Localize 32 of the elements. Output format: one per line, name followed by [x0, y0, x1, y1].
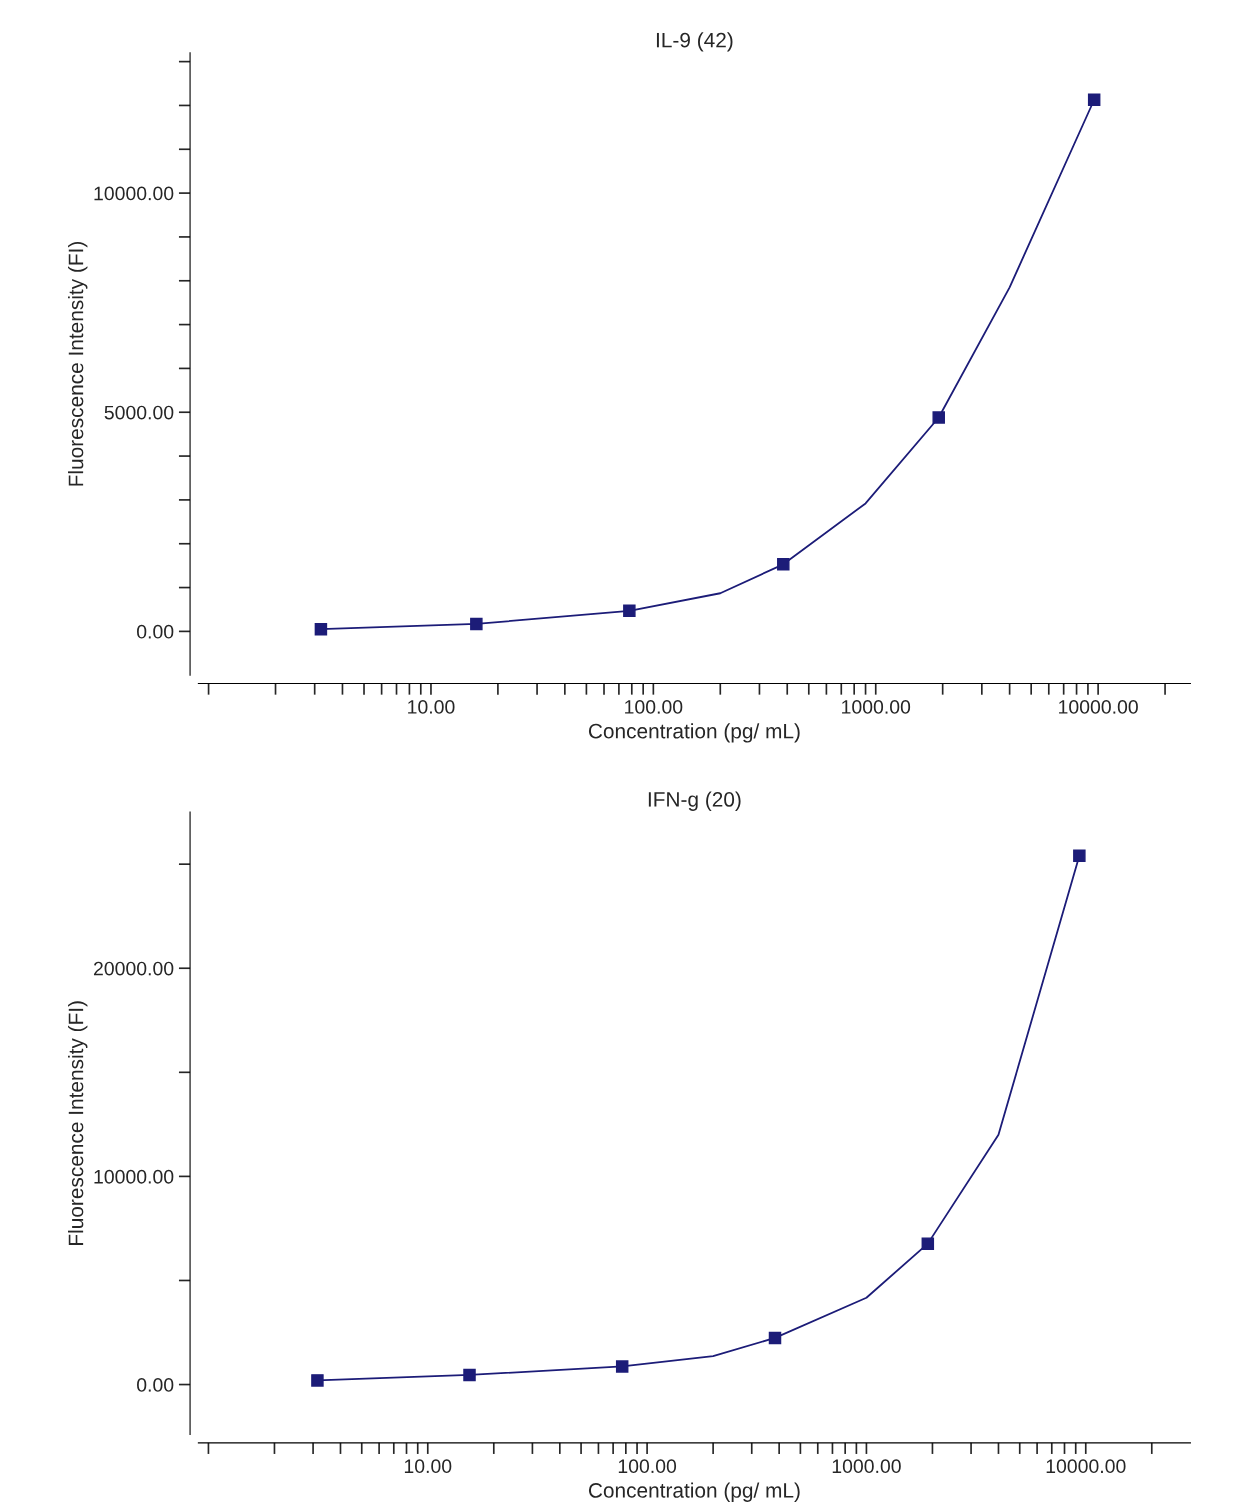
point — [1073, 849, 1086, 863]
y-tick-label: 10000.00 — [94, 186, 174, 201]
x-tick-label: 10.00 — [408, 700, 455, 714]
point — [932, 411, 945, 424]
chart-title: IFN-g (20) — [648, 791, 741, 811]
y-axis-title: Fluorescence Intensity (FI) — [68, 1001, 88, 1245]
point — [311, 1374, 324, 1387]
x-tick-label: 100.00 — [625, 700, 683, 714]
x-axis-title: Concentration (pg/ mL) — [588, 1482, 800, 1502]
y-tick-label: 5000.00 — [104, 405, 174, 420]
point — [921, 1237, 935, 1250]
point — [768, 1331, 782, 1345]
y-axis-title: Fluorescence Intensity (FI) — [68, 242, 88, 486]
x-tick-label: 10000.00 — [1059, 700, 1138, 714]
chart-title: IL-9 (42) — [656, 32, 733, 52]
y-tick-label: 20000.00 — [93, 961, 174, 976]
x-tick-label: 10.00 — [404, 1459, 452, 1474]
y-tick-label: 10000.00 — [94, 1169, 174, 1184]
x-tick-label: 10000.00 — [1046, 1459, 1126, 1474]
point — [777, 558, 790, 571]
y-tick-label: 0.00 — [137, 1378, 174, 1392]
x-tick-label: 1000.00 — [842, 700, 911, 714]
x-axis-title: Concentration (pg/ mL) — [588, 723, 800, 743]
y-tick-label: 0.00 — [137, 624, 174, 639]
x-tick-label: 100.00 — [618, 1459, 677, 1474]
point — [463, 1368, 476, 1382]
point — [314, 622, 328, 636]
point — [623, 604, 636, 618]
point — [470, 617, 483, 631]
x-tick-label: 1000.00 — [832, 1459, 901, 1474]
point — [1087, 93, 1101, 106]
point — [615, 1360, 629, 1373]
